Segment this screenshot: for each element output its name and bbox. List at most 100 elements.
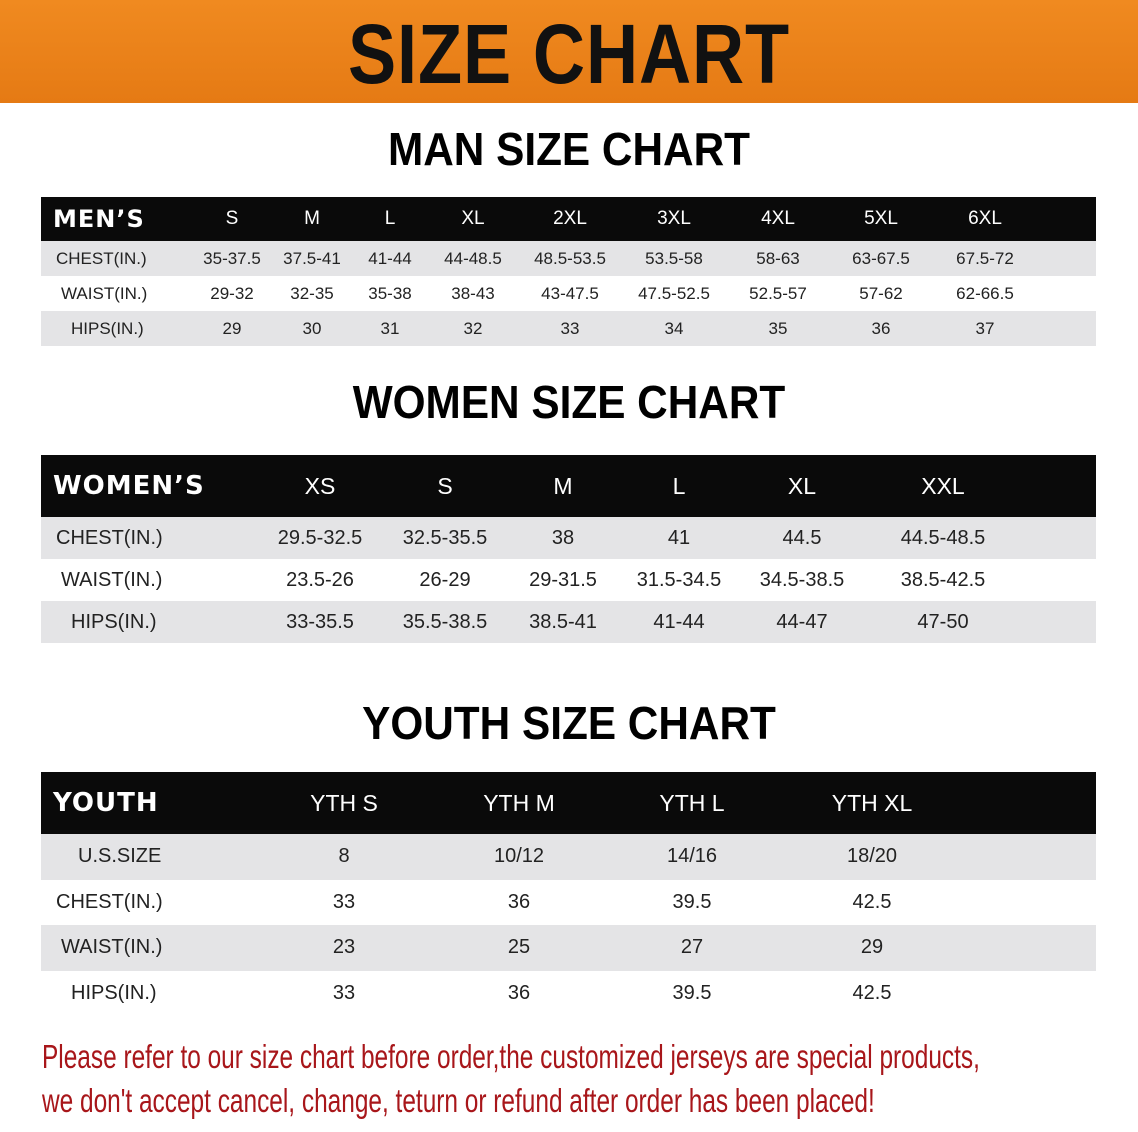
notice-line-1: Please refer to our size chart before or… (42, 1038, 980, 1075)
men-section-title: MAN SIZE CHART (387, 123, 751, 175)
size-column-header: 5XL (864, 208, 898, 229)
table-cell: 25 (507, 936, 531, 959)
table-cell: 57-62 (859, 283, 903, 303)
table-cell: 35-38 (368, 283, 412, 303)
table-row: CHEST(IN.) 35-37.5 37.5-41 41-44 44-48.5 48.5… (41, 241, 1096, 276)
table-cell: 32-35 (290, 283, 334, 303)
row-label: HIPS(IN.) (71, 610, 157, 633)
row-label: CHEST(IN.) (56, 890, 163, 913)
table-cell: 42.5 (852, 981, 892, 1004)
youth-header-label: YOUTH (53, 788, 159, 818)
table-cell: 47.5-52.5 (638, 283, 710, 303)
table-row: WAIST(IN.) 29-32 32-35 35-38 38-43 43-47.5 47.… (41, 276, 1096, 311)
table-cell: 44.5 (782, 526, 822, 549)
table-cell: 41-44 (368, 248, 412, 268)
row-label: WAIST(IN.) (61, 283, 148, 303)
table-cell: 33 (332, 890, 356, 913)
table-cell: 29 (860, 936, 884, 959)
row-label: U.S.SIZE (78, 845, 162, 868)
size-column-header: XL (461, 208, 485, 229)
women-header-label: WOMEN’S (53, 471, 205, 501)
men-header-label: MEN’S (53, 205, 145, 233)
size-column-header: L (672, 472, 686, 499)
table-cell: 44-48.5 (444, 248, 502, 268)
table-cell: 29-31.5 (529, 568, 597, 591)
size-column-header: M (304, 208, 320, 229)
size-column-header: 2XL (553, 208, 587, 229)
row-label: CHEST(IN.) (56, 526, 163, 549)
table-row: CHEST(IN.) 33 36 39.5 42.5 (41, 879, 1096, 925)
table-cell: 34.5-38.5 (759, 568, 845, 591)
row-label: HIPS(IN.) (71, 981, 157, 1004)
table-cell: 33 (332, 981, 356, 1004)
table-cell: 42.5 (852, 890, 892, 913)
table-cell: 35-37.5 (203, 248, 261, 268)
size-column-header: YTH M (483, 789, 555, 816)
table-cell: 31 (380, 318, 400, 338)
table-row: WAIST(IN.) 23 25 27 29 (41, 925, 1096, 971)
women-section-title: WOMEN SIZE CHART (352, 376, 786, 428)
table-cell: 37 (975, 318, 995, 338)
table-cell: 29 (222, 318, 242, 338)
table-cell: 62-66.5 (956, 283, 1014, 303)
size-column-header: 3XL (657, 208, 691, 229)
table-cell: 18/20 (846, 845, 898, 868)
table-cell: 37.5-41 (283, 248, 341, 268)
table-cell: 29-32 (210, 283, 254, 303)
women-header-row: WOMEN’S XS S M L XL XXL (41, 455, 1096, 517)
size-column-header: 6XL (968, 208, 1002, 229)
size-column-header: S (225, 208, 239, 229)
size-column-header: YTH L (659, 789, 725, 816)
size-chart-banner: SIZE CHART (0, 0, 1138, 103)
table-cell: 44.5-48.5 (900, 526, 986, 549)
table-row: HIPS(IN.) 29 30 31 32 33 34 35 36 37 (41, 311, 1096, 346)
table-cell: 63-67.5 (852, 248, 910, 268)
table-cell: 38.5-41 (529, 610, 597, 633)
size-column-header: 4XL (761, 208, 795, 229)
table-cell: 32 (463, 318, 483, 338)
table-cell: 33 (560, 318, 580, 338)
table-cell: 39.5 (672, 981, 712, 1004)
size-column-header: M (553, 472, 573, 499)
table-cell: 47-50 (917, 610, 969, 633)
table-cell: 41-44 (653, 610, 705, 633)
size-column-header: S (437, 472, 453, 499)
size-column-header: XL (787, 472, 817, 499)
size-column-header: XXL (921, 472, 965, 499)
table-cell: 35.5-38.5 (402, 610, 488, 633)
table-cell: 14/16 (666, 845, 718, 868)
table-row: WAIST(IN.) 23.5-26 26-29 29-31.5 31.5-34.5 34… (41, 559, 1096, 601)
table-cell: 43-47.5 (541, 283, 599, 303)
table-cell: 35 (768, 318, 788, 338)
table-row: HIPS(IN.) 33 36 39.5 42.5 (41, 970, 1096, 1016)
table-cell: 26-29 (419, 568, 471, 591)
table-cell: 48.5-53.5 (534, 248, 606, 268)
table-cell: 39.5 (672, 890, 712, 913)
table-cell: 29.5-32.5 (277, 526, 363, 549)
women-size-table: WOMEN’S XS S M L XL XXL CHEST(IN.) 29.5-32.5 32.5… (41, 455, 1096, 643)
table-cell: 33-35.5 (286, 610, 354, 633)
table-cell: 38 (551, 526, 575, 549)
table-row: HIPS(IN.) 33-35.5 35.5-38.5 38.5-41 41-44 44-… (41, 601, 1096, 643)
table-cell: 38-43 (451, 283, 495, 303)
youth-section-title: YOUTH SIZE CHART (362, 697, 776, 749)
table-row: CHEST(IN.) 29.5-32.5 32.5-35.5 38 41 44.5 44.5… (41, 517, 1096, 559)
table-cell: 27 (680, 936, 704, 959)
men-header-row: MEN’S S M L XL 2XL 3XL 4XL 5XL 6XL (41, 197, 1096, 241)
table-cell: 36 (871, 318, 891, 338)
table-cell: 53.5-58 (645, 248, 703, 268)
table-cell: 34 (664, 318, 684, 338)
table-cell: 41 (667, 526, 691, 549)
table-cell: 38.5-42.5 (900, 568, 986, 591)
table-cell: 67.5-72 (956, 248, 1014, 268)
table-cell: 36 (507, 890, 531, 913)
table-cell: 30 (302, 318, 322, 338)
table-cell: 44-47 (776, 610, 828, 633)
table-cell: 31.5-34.5 (636, 568, 722, 591)
notice-line-2: we don't accept cancel, change, teturn o… (42, 1082, 875, 1119)
size-column-header: L (384, 208, 396, 229)
table-cell: 52.5-57 (749, 283, 807, 303)
table-cell: 23.5-26 (286, 568, 354, 591)
table-cell: 32.5-35.5 (402, 526, 488, 549)
size-column-header: YTH S (310, 789, 378, 816)
